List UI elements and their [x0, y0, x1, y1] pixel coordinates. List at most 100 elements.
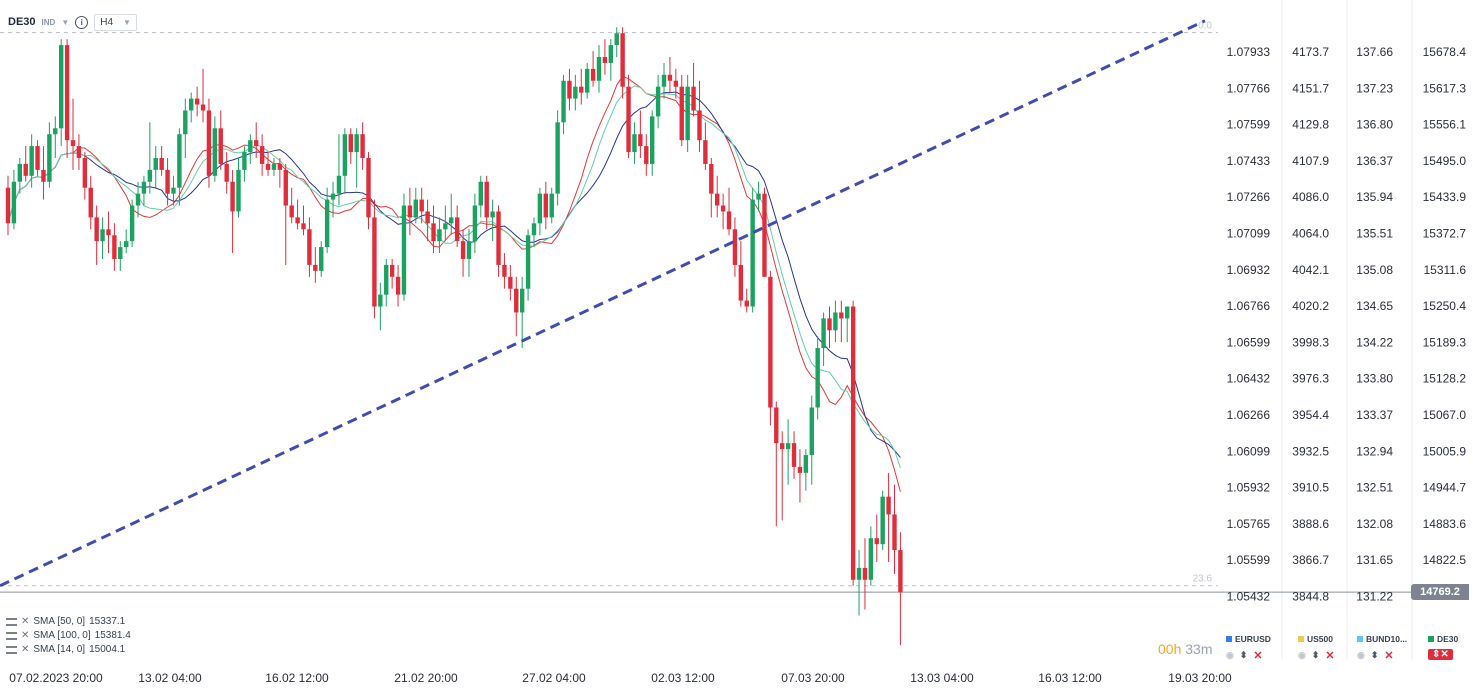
drag-handle-icon[interactable]	[6, 618, 17, 626]
candle-body	[886, 496, 891, 515]
y-tick-label: 14944.7	[1423, 481, 1467, 495]
fib-label: 23.6	[1193, 574, 1213, 585]
trendline	[0, 19, 1206, 588]
y-tick-label: 1.07266	[1227, 190, 1271, 204]
candle-body	[384, 264, 389, 295]
candle-body	[803, 455, 809, 473]
y-tick-label: 1.06432	[1227, 372, 1271, 386]
y-tick-label: 15189.3	[1423, 335, 1467, 349]
y-tick-label: 134.65	[1356, 299, 1393, 313]
drag-handle-icon[interactable]	[6, 632, 17, 640]
candle-body	[655, 86, 661, 117]
y-tick-label: 3954.4	[1292, 408, 1329, 422]
candle-body	[153, 157, 158, 170]
candle-body	[212, 128, 218, 176]
y-tick-label: 3932.5	[1292, 444, 1329, 458]
candle-body	[17, 163, 23, 182]
candle-body	[856, 567, 862, 580]
symbol-name[interactable]: DE30	[8, 16, 36, 28]
candle-countdown: 00h 33m	[1158, 641, 1212, 657]
eye-icon[interactable]: ◉	[1298, 650, 1306, 660]
candle-body	[277, 163, 283, 170]
candle-body	[53, 128, 58, 135]
color-swatch	[1357, 636, 1363, 642]
candle-body	[874, 538, 879, 545]
candle-body	[762, 193, 767, 277]
sort-arrows-icon[interactable]: ⬍	[1239, 650, 1248, 660]
close-icon[interactable]: ✕	[21, 644, 30, 655]
candle-body	[425, 211, 430, 224]
remove-icon[interactable]: ✕	[1253, 650, 1263, 662]
candle-body	[372, 217, 377, 307]
candle-body	[419, 199, 424, 212]
current-price-tag: 14769.2	[1411, 584, 1469, 600]
sma-value: 15004.1	[89, 644, 126, 655]
candle-body	[484, 181, 489, 218]
candle-body	[289, 205, 294, 218]
y-tick-label: 1.05765	[1227, 517, 1271, 531]
candle-body	[124, 241, 129, 248]
candle-body	[35, 146, 40, 170]
settings-toggle-icon[interactable]: ⇕✕	[1428, 649, 1453, 660]
candle-body	[29, 146, 34, 176]
candle-body	[738, 264, 744, 301]
candle-body	[519, 288, 525, 313]
sma-legend-item: ✕ SMA [100, 0] 15381.4	[6, 629, 131, 643]
candle-body	[632, 134, 637, 153]
eye-icon[interactable]: ◉	[1226, 650, 1234, 660]
candle-body	[41, 169, 46, 182]
y-tick-label: 15372.7	[1423, 227, 1467, 241]
candle-body	[744, 300, 749, 307]
candle-body	[171, 187, 176, 194]
eye-icon[interactable]: ◉	[1357, 650, 1365, 660]
drag-handle-icon[interactable]	[6, 646, 17, 654]
sma-legend-item: ✕ SMA [50, 0] 15337.1	[6, 615, 131, 629]
candle-body	[159, 157, 164, 170]
candle-body	[336, 175, 342, 194]
remove-icon[interactable]: ✕	[1325, 650, 1335, 662]
chart-toolbar: DE30 IND ▼ i H4 ▼	[8, 10, 137, 34]
candle-body	[141, 181, 147, 194]
candle-body	[785, 443, 791, 450]
candle-body	[94, 217, 99, 242]
sort-arrows-icon[interactable]: ⬍	[1370, 650, 1379, 660]
candle-body	[514, 288, 519, 313]
candle-body	[626, 86, 631, 153]
market-badge: IND	[41, 17, 56, 27]
y-tick-label: 3910.5	[1292, 481, 1329, 495]
candle-body	[443, 223, 448, 230]
timeframe-select[interactable]: H4 ▼	[94, 13, 137, 31]
sort-arrows-icon[interactable]: ⬍	[1311, 650, 1320, 660]
candle-body	[265, 163, 271, 170]
candle-body	[490, 211, 495, 218]
candle-body	[395, 276, 401, 295]
x-tick-label: 16.03 12:00	[1038, 671, 1102, 685]
candle-body	[880, 496, 885, 545]
candle-body	[845, 306, 850, 319]
candle-body	[862, 567, 868, 580]
candle-body	[502, 264, 507, 277]
close-icon[interactable]: ✕	[21, 616, 30, 627]
y-tick-label: 1.05432	[1227, 590, 1271, 604]
y-tick-label: 131.65	[1356, 553, 1393, 567]
candle-body	[685, 86, 690, 141]
candle-body	[525, 235, 531, 289]
candle-body	[301, 223, 306, 230]
candle-body	[177, 134, 182, 188]
y-tick-label: 4129.8	[1292, 118, 1329, 132]
candle-body	[189, 98, 194, 111]
candle-body	[780, 443, 785, 450]
info-icon[interactable]: i	[75, 15, 89, 29]
y-tick-label: 1.06266	[1227, 408, 1271, 422]
chevron-down-icon[interactable]: ▼	[61, 17, 70, 27]
candle-body	[608, 45, 614, 63]
close-icon[interactable]: ✕	[21, 630, 30, 641]
remove-icon[interactable]: ✕	[1384, 650, 1394, 662]
sma-line	[7, 85, 901, 468]
y-tick-label: 4020.2	[1292, 299, 1329, 313]
x-tick-label: 02.03 12:00	[651, 671, 715, 685]
sma-legend: ✕ SMA [50, 0] 15337.1 ✕ SMA [100, 0] 153…	[6, 615, 131, 657]
candle-body	[183, 110, 188, 135]
candle-body	[460, 241, 466, 259]
